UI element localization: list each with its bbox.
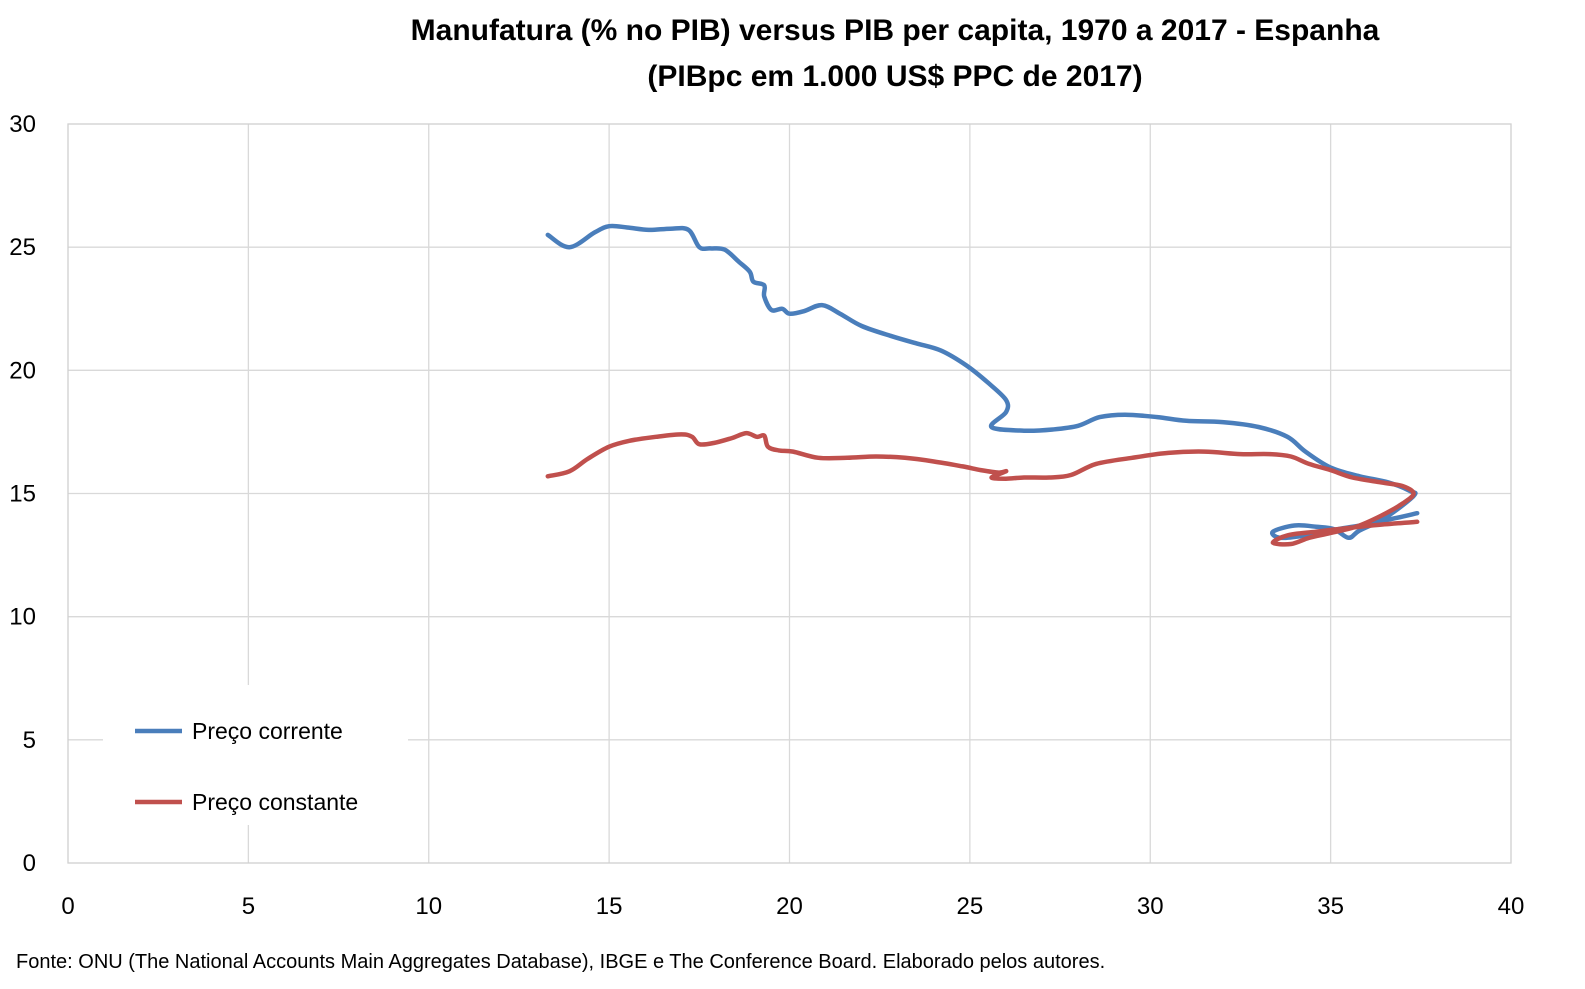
y-tick-label: 25 <box>9 234 36 261</box>
chart-title: Manufatura (% no PIB) versus PIB per cap… <box>411 14 1380 47</box>
y-tick-label: 30 <box>9 111 36 138</box>
x-tick-label: 40 <box>1498 893 1525 920</box>
x-tick-label: 15 <box>596 893 623 920</box>
plot-border <box>67 123 1512 864</box>
x-tick-label: 20 <box>776 893 803 920</box>
chart-subtitle: (PIBpc em 1.000 US$ PPC de 2017) <box>647 60 1142 93</box>
y-axis-ticks: 0 5 10 15 20 25 30 <box>9 111 36 877</box>
x-tick-label: 30 <box>1137 893 1164 920</box>
legend-label-preco-corrente: Preço corrente <box>192 718 343 744</box>
grid-lines <box>68 124 1511 863</box>
plot-area-border <box>67 123 1512 864</box>
y-tick-label: 5 <box>23 727 36 754</box>
y-tick-label: 15 <box>9 481 36 508</box>
series-lines <box>545 223 1420 547</box>
x-tick-label: 5 <box>242 893 255 920</box>
source-note: Fonte: ONU (The National Accounts Main A… <box>16 951 1105 973</box>
y-tick-label: 20 <box>9 357 36 384</box>
x-axis-ticks: 0 5 10 15 20 25 30 35 40 <box>61 893 1524 920</box>
legend: Preço corrente Preço constante <box>103 685 408 825</box>
x-tick-label: 0 <box>61 893 74 920</box>
legend-label-preco-constante: Preço constante <box>192 789 358 815</box>
x-tick-label: 35 <box>1317 893 1344 920</box>
y-tick-label: 0 <box>23 850 36 877</box>
x-tick-label: 10 <box>415 893 442 920</box>
series-line-preco-constante <box>545 430 1420 547</box>
y-tick-label: 10 <box>9 604 36 631</box>
x-tick-label: 25 <box>957 893 984 920</box>
series-line-preco-corrente <box>545 223 1420 541</box>
